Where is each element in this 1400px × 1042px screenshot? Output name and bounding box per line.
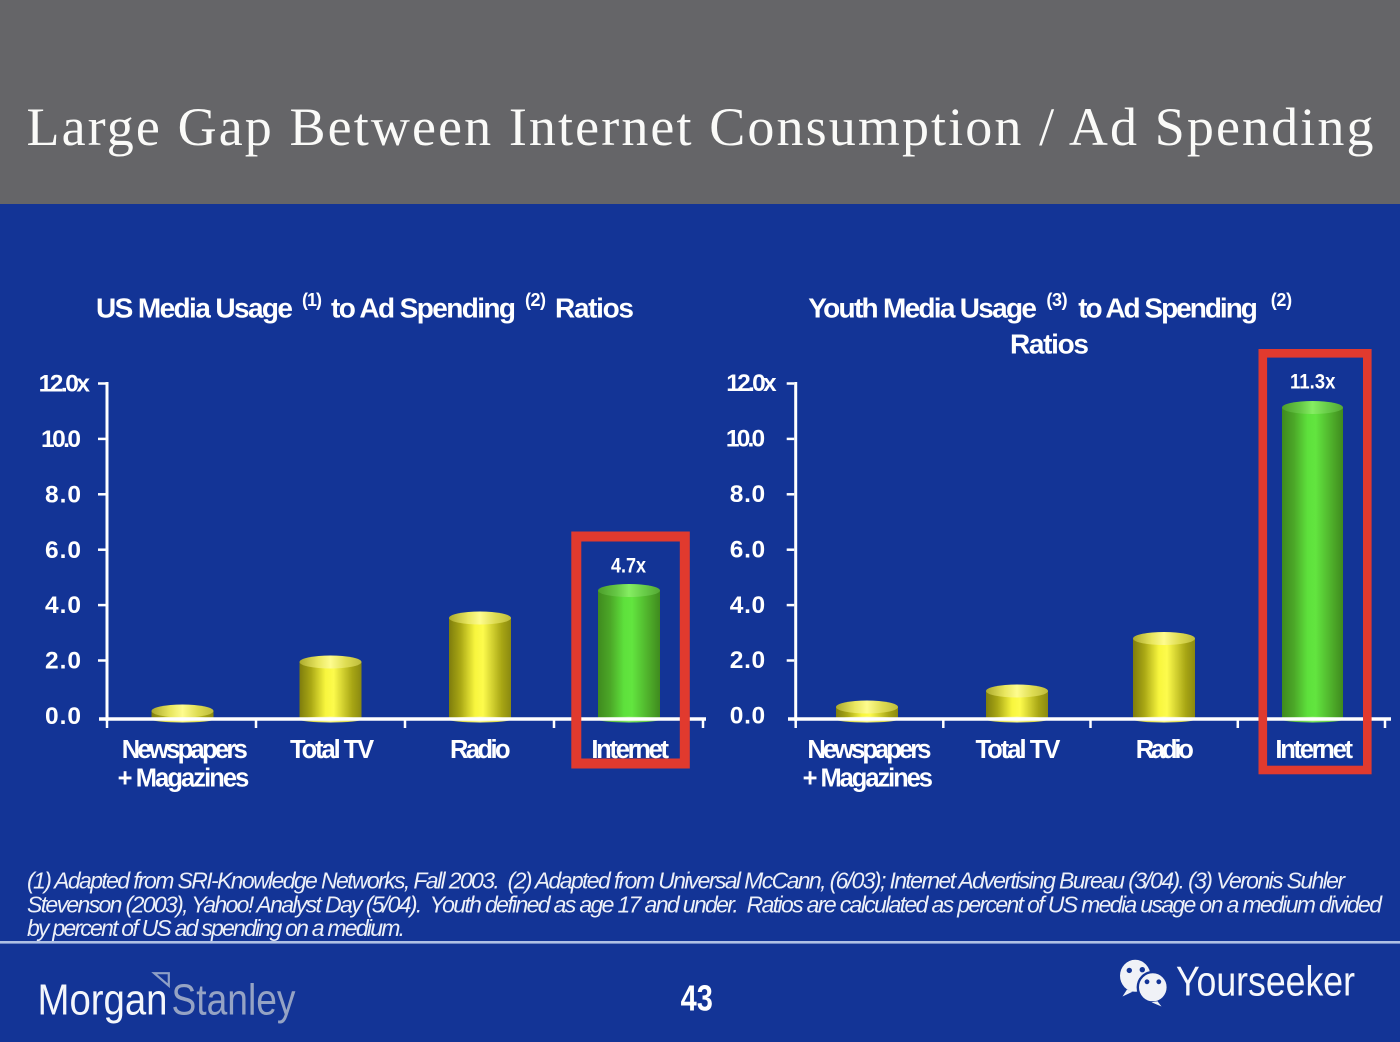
svg-text:Radio: Radio — [1136, 736, 1194, 764]
svg-text:6.0: 6.0 — [45, 537, 81, 564]
svg-text:(1): (1) — [302, 290, 322, 310]
svg-text:+ Magazines: + Magazines — [118, 764, 250, 792]
svg-text:0.0: 0.0 — [730, 703, 765, 730]
svg-text:Newspapers: Newspapers — [807, 736, 931, 764]
svg-text:to Ad Spending: to Ad Spending — [1078, 293, 1258, 324]
svg-text:2.0: 2.0 — [45, 648, 81, 675]
svg-text:Morgan: Morgan — [38, 976, 168, 1025]
svg-text:Total TV: Total TV — [975, 736, 1060, 764]
svg-text:(2): (2) — [1271, 290, 1292, 310]
svg-text:Ratios: Ratios — [555, 293, 634, 324]
svg-text:(1) Adapted from SRI-Knowledge: (1) Adapted from SRI-Knowledge Networks,… — [27, 867, 1346, 893]
svg-text:0.0: 0.0 — [45, 703, 81, 730]
svg-text:4.0: 4.0 — [730, 592, 765, 619]
svg-text:to Ad Spending: to Ad Spending — [331, 293, 516, 324]
svg-text:Large Gap Between Internet Con: Large Gap Between Internet Consumption /… — [27, 97, 1374, 157]
svg-text:6.0: 6.0 — [730, 536, 765, 563]
svg-text:4.0: 4.0 — [45, 592, 81, 619]
svg-text:8.0: 8.0 — [730, 481, 765, 508]
svg-text:Ratios: Ratios — [1010, 329, 1089, 360]
svg-text:Internet: Internet — [591, 736, 669, 764]
svg-text:Radio: Radio — [450, 736, 511, 764]
svg-text:8.0: 8.0 — [45, 481, 81, 508]
svg-text:10.0: 10.0 — [726, 426, 765, 453]
svg-text:Total TV: Total TV — [290, 736, 374, 764]
svg-text:Stevenson (2003), Yahoo! Analy: Stevenson (2003), Yahoo! Analyst Day (5/… — [27, 892, 1383, 918]
svg-text:Internet: Internet — [1275, 736, 1353, 764]
svg-text:12.0x: 12.0x — [726, 370, 777, 397]
svg-text:12.0x: 12.0x — [39, 371, 91, 398]
svg-text:+ Magazines: + Magazines — [803, 764, 933, 792]
svg-text:43: 43 — [681, 978, 713, 1019]
svg-text:2.0: 2.0 — [730, 647, 765, 674]
svg-text:US Media Usage: US Media Usage — [96, 293, 293, 324]
svg-text:Youth Media Usage: Youth Media Usage — [808, 293, 1037, 324]
svg-text:Yourseeker: Yourseeker — [1176, 958, 1355, 1005]
svg-text:by percent of US ad spending o: by percent of US ad spending on a medium… — [27, 915, 405, 941]
svg-text:4.7x: 4.7x — [611, 554, 646, 577]
svg-text:(2): (2) — [525, 290, 546, 310]
svg-text:Stanley: Stanley — [172, 976, 296, 1025]
svg-text:10.0: 10.0 — [41, 426, 81, 453]
svg-text:(3): (3) — [1046, 290, 1067, 310]
svg-text:11.3x: 11.3x — [1290, 370, 1336, 393]
svg-text:Newspapers: Newspapers — [122, 736, 248, 764]
